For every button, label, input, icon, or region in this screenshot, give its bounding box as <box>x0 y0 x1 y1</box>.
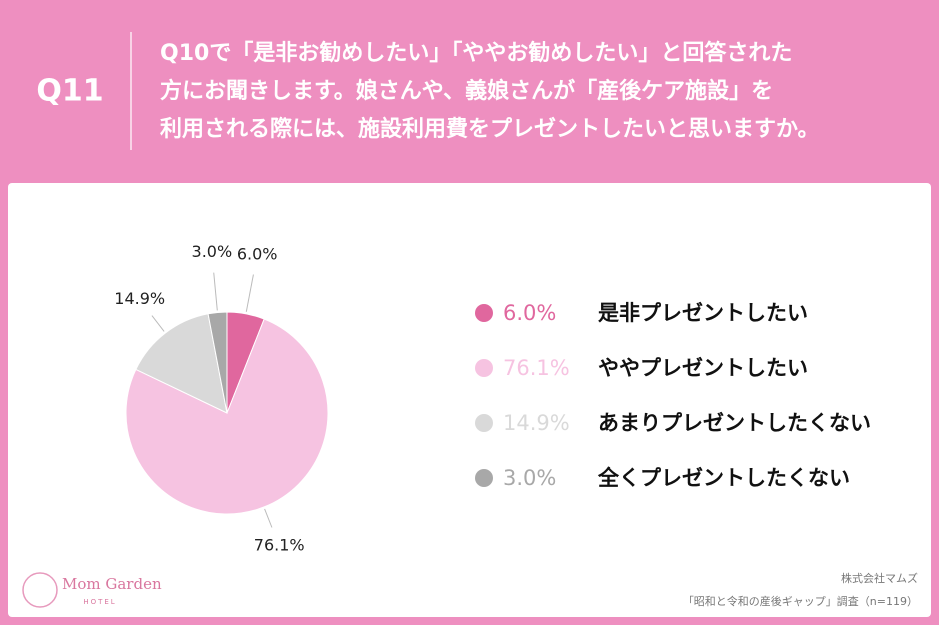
question-number: Q11 <box>36 74 103 109</box>
legend: 6.0% 是非プレゼントしたい 76.1% ややプレゼントしたい 14.9% あまりプレゼ… <box>475 301 871 490</box>
legend-label: あまりプレゼントしたくない <box>598 411 871 435</box>
question-line: Q10で「是非お勧めしたい」「ややお勧めしたい」と回答された <box>160 40 792 66</box>
leader-line <box>151 315 165 332</box>
survey-note: 「昭和と令和の産後ギャップ」調査（n=119） <box>683 594 918 608</box>
legend-value: 6.0% <box>503 301 556 325</box>
legend-value: 3.0% <box>503 466 556 490</box>
leader-line <box>213 272 218 311</box>
legend-dot <box>475 359 493 377</box>
legend-label: 全くプレゼントしたくない <box>597 466 850 490</box>
slice-label: 3.0% <box>192 242 233 261</box>
legend-label: ややプレゼントしたい <box>598 356 808 380</box>
legend-dot <box>475 469 493 487</box>
leader-line <box>264 508 273 528</box>
logo-subtext: HOTEL <box>83 598 116 606</box>
slice-label: 76.1% <box>254 536 305 555</box>
legend-label: 是非プレゼントしたい <box>598 301 808 325</box>
slice-label: 6.0% <box>237 244 278 263</box>
logo-text: Mom Garden <box>62 575 162 593</box>
question-line: 利用される際には、施設利用費をプレゼントしたいと思いますか。 <box>160 116 820 142</box>
pie-slice <box>135 313 228 414</box>
pie-slice <box>207 311 228 414</box>
legend-dot <box>475 414 493 432</box>
legend-value: 76.1% <box>503 356 570 380</box>
logo-mark <box>22 572 58 608</box>
slice-label: 14.9% <box>114 289 165 308</box>
legend-value: 14.9% <box>503 411 570 435</box>
pie-chart: 6.0% 76.1% 14.9% 3.0% <box>114 242 329 555</box>
question-line: 方にお聞きします。娘さんや、義娘さんが「産後ケア施設」を <box>160 78 773 104</box>
company: 株式会社マムズ <box>841 571 918 585</box>
legend-dot <box>475 304 493 322</box>
leader-line <box>245 274 254 312</box>
pie-slice <box>125 318 329 515</box>
